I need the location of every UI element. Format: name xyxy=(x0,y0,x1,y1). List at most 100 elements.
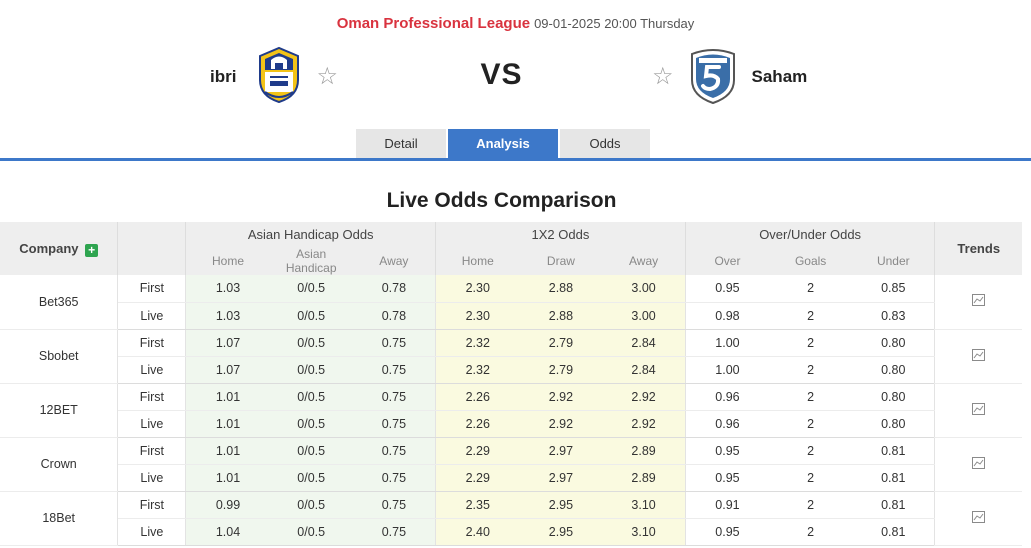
asian-handicap-header: Asian Handicap Odds xyxy=(185,222,436,247)
match-header: Oman Professional League 09-01-2025 20:00… xyxy=(0,0,1031,162)
company-name[interactable]: Crown xyxy=(0,437,119,492)
home-team-name[interactable]: ibri xyxy=(210,67,237,86)
odds-cell-1x2-home: 2.35 xyxy=(435,491,520,519)
tab-detail[interactable]: Detail xyxy=(356,129,446,158)
odds-kind-label: First xyxy=(117,329,187,357)
odds-kind-label: First xyxy=(117,275,187,303)
odds-kind-label: First xyxy=(117,491,187,519)
trend-chart-icon[interactable] xyxy=(934,383,1022,438)
home-team: ibri ☆ xyxy=(210,46,338,109)
company-header: Company + xyxy=(0,222,119,275)
odds-cell-ah-line: 0/0.5 xyxy=(269,437,353,465)
odds-cell-1x2-draw: 2.79 xyxy=(519,356,603,384)
odds-cell-ah-away: 0.75 xyxy=(352,383,436,411)
odds-cell-ou-over: 0.91 xyxy=(684,491,770,519)
table-header-row: Company + Asian Handicap Odds 1X2 Odds O… xyxy=(0,222,1022,275)
table-row: Live 1.04 0/0.5 0.75 2.40 2.95 3.10 0.95 2 0.81 xyxy=(0,518,1022,546)
plus-icon[interactable]: + xyxy=(85,243,99,257)
odds-cell-1x2-home: 2.29 xyxy=(435,437,520,465)
odds-cell-ou-goals: 2 xyxy=(769,518,853,546)
home-team-logo[interactable] xyxy=(256,46,302,109)
odds-cell-1x2-away: 3.00 xyxy=(602,302,686,330)
star-outline-icon[interactable]: ☆ xyxy=(652,63,674,90)
table-row: Live 1.07 0/0.5 0.75 2.32 2.79 2.84 1.00 2 0.80 xyxy=(0,356,1022,384)
kind-header xyxy=(117,222,187,275)
odds-cell-ah-away: 0.75 xyxy=(352,491,436,519)
odds-cell-ah-away: 0.75 xyxy=(352,356,436,384)
trend-chart-icon[interactable] xyxy=(934,329,1022,384)
odds-cell-ah-away: 0.78 xyxy=(352,302,436,330)
odds-cell-1x2-home: 2.26 xyxy=(435,383,520,411)
subheader-ah-away: Away xyxy=(352,247,436,275)
company-name[interactable]: 18Bet xyxy=(0,491,119,546)
odds-cell-ou-over: 0.95 xyxy=(684,437,770,465)
company-name[interactable]: Bet365 xyxy=(0,275,119,330)
odds-kind-label: Live xyxy=(117,356,187,384)
odds-cell-ah-away: 0.75 xyxy=(352,464,436,492)
tab-analysis[interactable]: Analysis xyxy=(448,129,558,158)
trend-chart-icon[interactable] xyxy=(934,437,1022,492)
odds-cell-1x2-away: 2.92 xyxy=(602,410,686,438)
table-row: Live 1.01 0/0.5 0.75 2.26 2.92 2.92 0.96 2 0.80 xyxy=(0,410,1022,438)
odds-cell-ou-under: 0.81 xyxy=(852,437,935,465)
away-team-name[interactable]: Saham xyxy=(751,67,808,86)
odds-cell-ou-goals: 2 xyxy=(769,356,853,384)
tab-underline xyxy=(0,158,1031,161)
away-team-logo[interactable] xyxy=(688,46,738,109)
odds-cell-1x2-draw: 2.88 xyxy=(519,275,603,303)
table-row: Sbobet First 1.07 0/0.5 0.75 2.32 2.79 2.84 1.00… xyxy=(0,329,1022,384)
odds-cell-ou-over: 0.95 xyxy=(684,464,770,492)
odds-cell-ou-goals: 2 xyxy=(769,437,853,465)
odds-cell-ou-goals: 2 xyxy=(769,410,853,438)
odds-kind-label: Live xyxy=(117,464,187,492)
table-row: 12BET First 1.01 0/0.5 0.75 2.26 2.92 2.92 0.96 2… xyxy=(0,383,1022,438)
odds-cell-ah-home: 1.03 xyxy=(185,275,270,303)
odds-cell-1x2-home: 2.32 xyxy=(435,329,520,357)
subheader-ah-line: Asian Handicap xyxy=(269,247,353,275)
odds-cell-ou-under: 0.83 xyxy=(852,302,935,330)
odds-cell-ah-away: 0.78 xyxy=(352,275,436,303)
over-under-header: Over/Under Odds xyxy=(684,222,935,247)
odds-cell-ah-line: 0/0.5 xyxy=(269,329,353,357)
odds-cell-1x2-away: 2.84 xyxy=(602,356,686,384)
odds-cell-ah-line: 0/0.5 xyxy=(269,383,353,411)
odds-kind-label: First xyxy=(117,437,187,465)
odds-cell-1x2-home: 2.40 xyxy=(435,518,520,546)
match-datetime: 09-01-2025 20:00 Thursday xyxy=(534,16,695,31)
odds-cell-ou-goals: 2 xyxy=(769,302,853,330)
odds-cell-1x2-away: 3.10 xyxy=(602,491,686,519)
odds-cell-ah-home: 1.01 xyxy=(185,383,270,411)
odds-cell-ou-under: 0.81 xyxy=(852,518,935,546)
odds-cell-1x2-draw: 2.88 xyxy=(519,302,603,330)
odds-cell-ah-line: 0/0.5 xyxy=(269,275,353,303)
tab-odds[interactable]: Odds xyxy=(560,129,650,158)
odds-cell-ah-line: 0/0.5 xyxy=(269,464,353,492)
odds-cell-1x2-away: 2.89 xyxy=(602,464,686,492)
odds-cell-ah-home: 1.03 xyxy=(185,302,270,330)
odds-cell-ah-away: 0.75 xyxy=(352,329,436,357)
trend-chart-icon[interactable] xyxy=(934,275,1022,330)
odds-cell-ou-under: 0.81 xyxy=(852,464,935,492)
match-info: Oman Professional League 09-01-2025 20:00… xyxy=(0,15,1031,32)
company-header-label: Company xyxy=(19,240,79,256)
odds-cell-1x2-away: 3.00 xyxy=(602,275,686,303)
odds-cell-1x2-home: 2.26 xyxy=(435,410,520,438)
odds-cell-ou-goals: 2 xyxy=(769,491,853,519)
odds-cell-1x2-draw: 2.92 xyxy=(519,410,603,438)
odds-table-body: Bet365 First 1.03 0/0.5 0.78 2.30 2.88 3.00 0.95… xyxy=(0,275,1022,546)
company-name[interactable]: Sbobet xyxy=(0,329,119,384)
odds-cell-1x2-away: 2.89 xyxy=(602,437,686,465)
odds-cell-1x2-draw: 2.97 xyxy=(519,437,603,465)
trend-chart-icon[interactable] xyxy=(934,491,1022,546)
subheader-1x2-draw: Draw xyxy=(519,247,603,275)
subheader-ah-home: Home xyxy=(185,247,270,275)
subheader-1x2-home: Home xyxy=(435,247,520,275)
company-name[interactable]: 12BET xyxy=(0,383,119,438)
trends-header: Trends xyxy=(934,222,1022,275)
odds-cell-ah-line: 0/0.5 xyxy=(269,356,353,384)
odds-cell-1x2-draw: 2.95 xyxy=(519,518,603,546)
odds-cell-ah-line: 0/0.5 xyxy=(269,491,353,519)
league-name[interactable]: Oman Professional League xyxy=(336,15,531,32)
star-outline-icon[interactable]: ☆ xyxy=(316,63,338,90)
odds-cell-1x2-draw: 2.97 xyxy=(519,464,603,492)
